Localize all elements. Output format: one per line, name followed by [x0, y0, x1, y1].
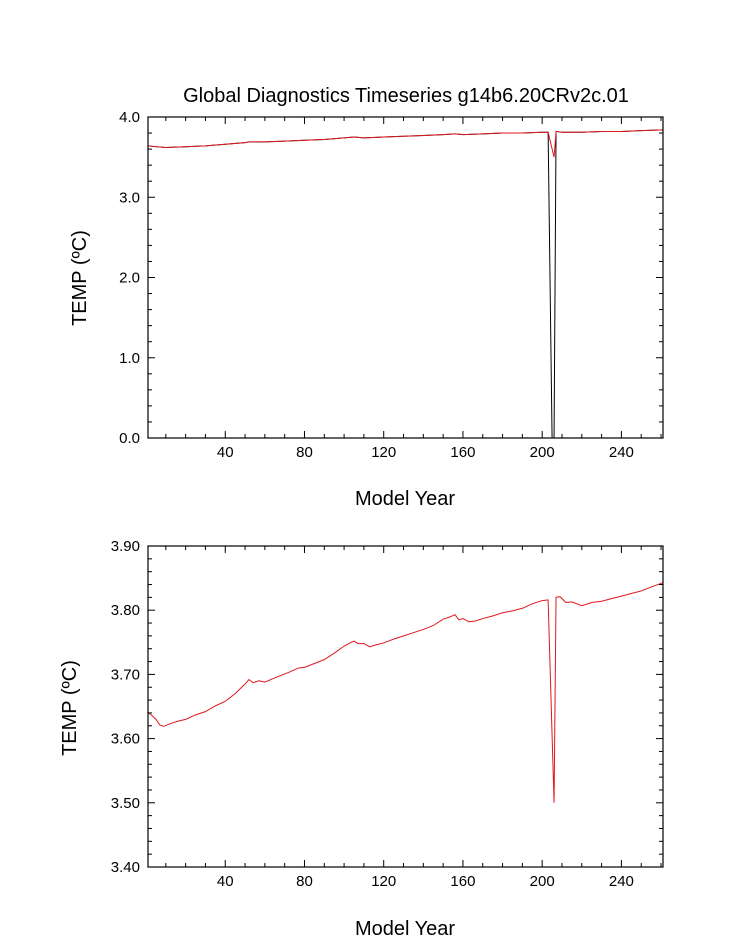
y-tick-label: 1.0: [119, 350, 140, 367]
chart-top-overview: Model Year TEMP (ºC) 40 80 120 160 200 240 0.0…: [69, 109, 664, 510]
x-tick-label: 40: [217, 444, 234, 461]
x-tick-label: 40: [217, 873, 234, 890]
y-tick-label: 2.0: [119, 270, 140, 287]
y-axis-label-top: TEMP (ºC): [69, 230, 91, 326]
x-axis-label-top: Model Year: [355, 488, 455, 510]
x-tick-label: 160: [450, 444, 475, 461]
x-tick-label: 240: [609, 873, 634, 890]
y-tick-label: 3.80: [111, 602, 140, 619]
x-tick-label: 240: [609, 444, 634, 461]
series-line-bottom-0: [147, 582, 664, 803]
y-tick-label: 3.90: [111, 538, 140, 555]
y-tick-label: 3.40: [111, 859, 140, 876]
y-tick-label: 3.60: [111, 731, 140, 748]
chart-bottom-zoom: Model Year TEMP (ºC) 40 80 120 160 200 240 3.4…: [59, 538, 664, 940]
x-tick-label: 200: [530, 873, 555, 890]
plot-frame-top: [147, 116, 664, 439]
y-tick-label: 3.0: [119, 189, 140, 206]
series-line-top-0: [147, 129, 664, 439]
y-tick-label: 0.0: [119, 430, 140, 447]
x-tick-label: 80: [296, 873, 313, 890]
x-tick-label: 160: [450, 873, 475, 890]
y-axis-label-bottom: TEMP (ºC): [59, 660, 81, 756]
axes-ticks-top: 40 80 120 160 200 240 0.0 1.0 2.0 3.0 4.0: [119, 109, 663, 461]
y-tick-label: 3.50: [111, 795, 140, 812]
series-line-top-1: [147, 129, 664, 158]
x-tick-label: 120: [371, 873, 396, 890]
y-tick-label: 3.70: [111, 666, 140, 683]
axes-ticks-bottom: 40 80 120 160 200 240 3.40 3.50 3.60 3.70 3.80 3.90: [111, 538, 663, 890]
x-tick-label: 120: [371, 444, 396, 461]
x-axis-label-bottom: Model Year: [355, 918, 455, 940]
chart-title: Global Diagnostics Timeseries g14b6.20CR…: [183, 85, 629, 107]
x-tick-label: 200: [530, 444, 555, 461]
x-tick-label: 80: [296, 444, 313, 461]
plot-frame-bottom: [147, 545, 664, 868]
y-tick-label: 4.0: [119, 109, 140, 126]
